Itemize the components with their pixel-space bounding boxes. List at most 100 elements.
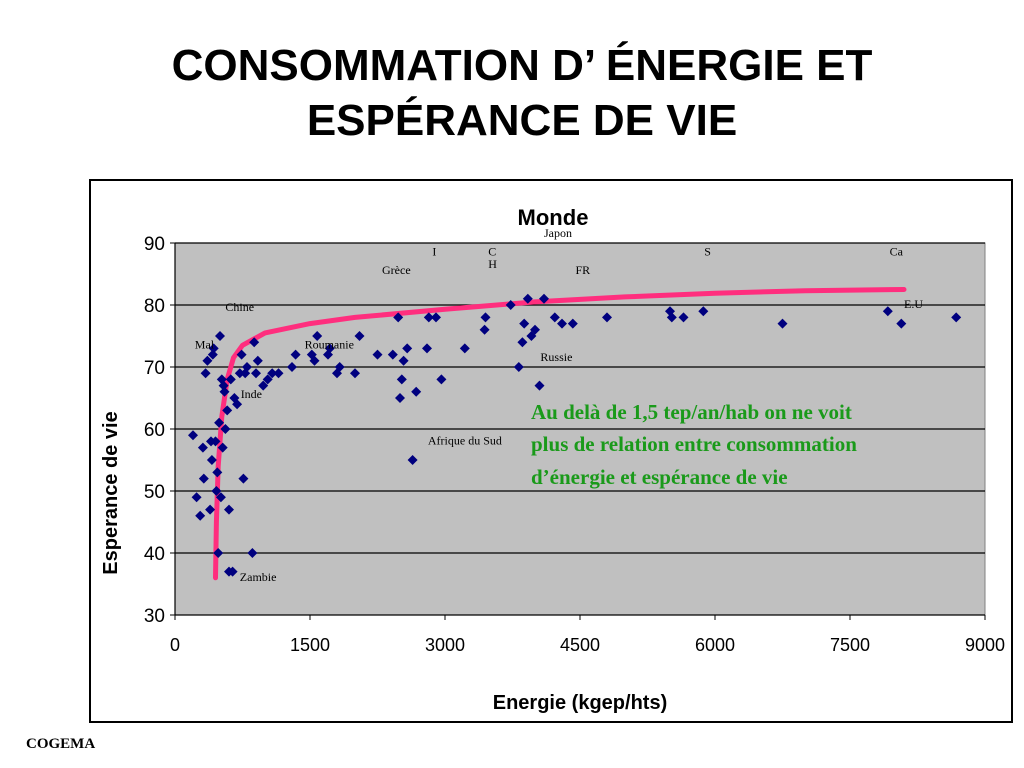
data-point bbox=[411, 386, 422, 397]
data-point bbox=[215, 492, 226, 503]
slide-title: CONSOMMATION D’ ÉNERGIE ET ESPÉRANCE DE … bbox=[0, 38, 1024, 148]
data-point bbox=[396, 374, 407, 385]
data-point bbox=[312, 331, 323, 341]
point-label: I bbox=[432, 244, 436, 258]
data-point bbox=[557, 318, 567, 329]
point-label: Afrique du Sud bbox=[428, 434, 502, 448]
x-axis-label: Energie (kgep/hts) bbox=[493, 692, 667, 714]
data-point bbox=[350, 368, 360, 379]
data-point bbox=[262, 374, 273, 385]
y-tick-label: 90 bbox=[144, 234, 165, 255]
data-point bbox=[232, 399, 243, 410]
data-point bbox=[479, 324, 490, 335]
data-point bbox=[402, 343, 413, 354]
x-tick-label: 7500 bbox=[830, 635, 870, 655]
point-label: C bbox=[488, 244, 496, 258]
data-point bbox=[436, 374, 447, 385]
data-point bbox=[224, 504, 234, 515]
data-point bbox=[215, 331, 225, 341]
data-point bbox=[213, 548, 224, 558]
x-tick-label: 0 bbox=[170, 635, 180, 655]
data-point bbox=[225, 374, 236, 385]
data-point bbox=[224, 566, 234, 577]
gridlines bbox=[175, 242, 985, 554]
data-point bbox=[290, 349, 301, 360]
data-point bbox=[202, 355, 213, 366]
data-point bbox=[896, 318, 907, 329]
data-point bbox=[777, 318, 788, 329]
data-point bbox=[372, 349, 383, 360]
data-point bbox=[220, 424, 231, 434]
data-point bbox=[407, 455, 418, 465]
data-point bbox=[273, 368, 284, 379]
data-point bbox=[459, 343, 470, 354]
data-point bbox=[666, 312, 677, 323]
data-point bbox=[214, 417, 225, 428]
data-point bbox=[539, 293, 549, 304]
point-label: Ca bbox=[890, 244, 904, 258]
axes: 30 40 50 60 70 80 90 0 1500 3000 4500 6000 7500 9000 bbox=[144, 234, 1005, 655]
data-point bbox=[423, 312, 434, 323]
data-point bbox=[387, 349, 398, 360]
y-tick-label: 40 bbox=[144, 544, 165, 565]
data-point bbox=[395, 393, 405, 403]
data-point bbox=[206, 455, 217, 465]
data-point bbox=[534, 380, 545, 391]
x-tick-label: 1500 bbox=[290, 635, 330, 655]
point-label: Japon bbox=[544, 226, 572, 240]
data-point bbox=[249, 337, 260, 348]
x-tick-label: 6000 bbox=[695, 635, 735, 655]
data-point bbox=[431, 312, 441, 323]
data-point bbox=[549, 312, 560, 323]
y-tick-label: 80 bbox=[144, 296, 165, 317]
data-point bbox=[219, 386, 230, 397]
data-point bbox=[354, 331, 365, 341]
point-label: Roumanie bbox=[305, 337, 354, 351]
data-point bbox=[505, 300, 516, 310]
data-point bbox=[267, 368, 278, 379]
point-label: H bbox=[488, 257, 497, 271]
data-point bbox=[398, 355, 409, 366]
data-point bbox=[205, 504, 216, 515]
chart-frame: 30 40 50 60 70 80 90 0 1500 3000 4500 6000 7500 9000 … bbox=[89, 179, 1013, 723]
data-point bbox=[195, 510, 206, 521]
data-point bbox=[698, 306, 709, 317]
point-label: Inde bbox=[241, 387, 262, 401]
data-point bbox=[517, 337, 528, 348]
data-point bbox=[242, 362, 252, 372]
data-point bbox=[309, 355, 320, 366]
data-point bbox=[197, 442, 208, 453]
y-tick-label: 50 bbox=[144, 482, 165, 503]
data-point bbox=[422, 343, 432, 354]
data-point bbox=[287, 362, 297, 372]
annotation-note: Au delà de 1,5 tep/an/hab on ne voit plu… bbox=[531, 400, 862, 489]
data-point bbox=[526, 331, 537, 341]
chart-title: Monde bbox=[518, 205, 589, 230]
data-point bbox=[236, 349, 247, 360]
point-label: FR bbox=[576, 263, 591, 277]
data-point bbox=[211, 486, 222, 496]
data-point bbox=[247, 548, 258, 558]
data-point bbox=[252, 355, 263, 366]
data-point bbox=[882, 306, 893, 317]
data-point bbox=[324, 343, 335, 354]
x-tick-label: 3000 bbox=[425, 635, 465, 655]
data-points bbox=[188, 293, 962, 577]
point-label: Zambie bbox=[240, 570, 277, 584]
data-point bbox=[217, 442, 228, 453]
point-label: E.U bbox=[904, 297, 923, 311]
point-annotations: Japon I CH S Ca Grèce FR Chine E.U Mal Roumanie Rus… bbox=[195, 226, 924, 584]
data-point bbox=[207, 349, 218, 360]
annotation-note-line: d’énergie et espérance de vie bbox=[531, 465, 788, 489]
data-point bbox=[212, 467, 223, 478]
point-label: Mal bbox=[195, 337, 215, 351]
data-point bbox=[530, 324, 540, 335]
data-point bbox=[602, 312, 612, 323]
data-point bbox=[519, 318, 530, 329]
data-point bbox=[513, 362, 524, 372]
x-tick-label: 9000 bbox=[965, 635, 1005, 655]
y-tick-label: 60 bbox=[144, 420, 165, 441]
slide-title-line-2: ESPÉRANCE DE VIE bbox=[306, 96, 738, 145]
data-point bbox=[393, 312, 404, 323]
